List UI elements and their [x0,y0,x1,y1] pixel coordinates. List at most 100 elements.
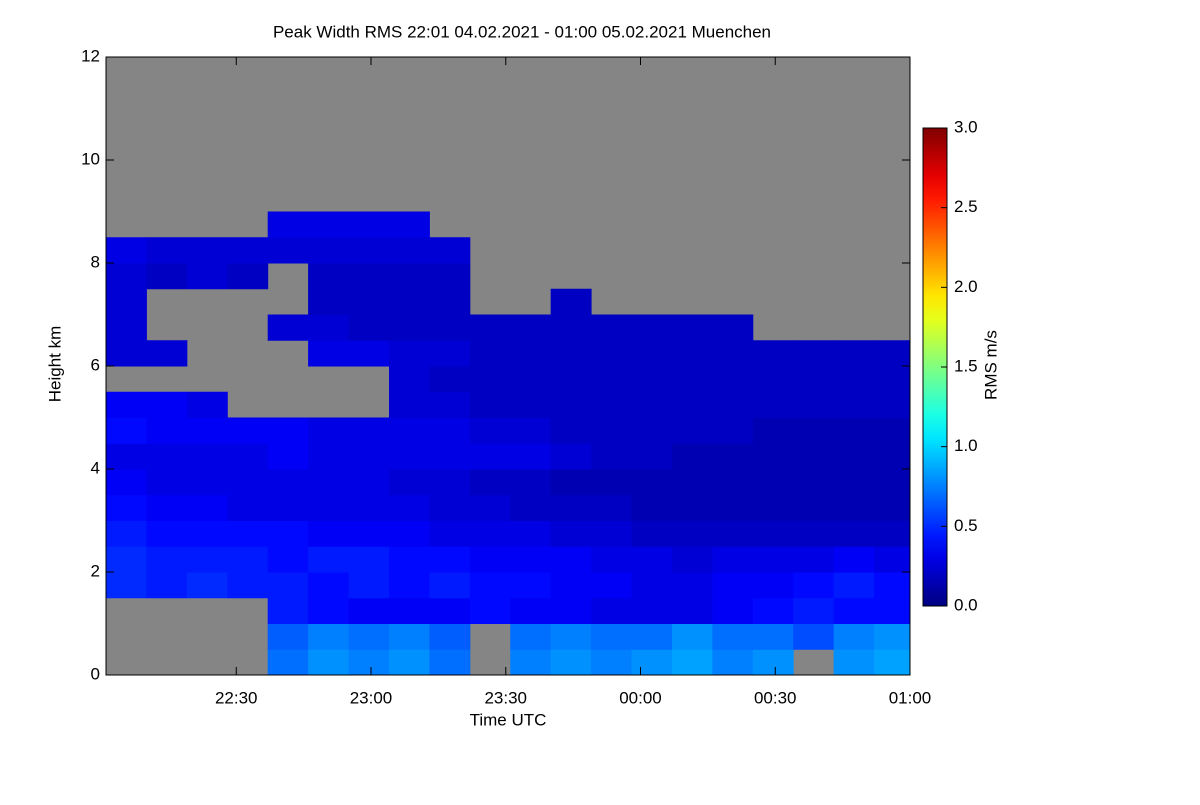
heatmap-cell [267,469,309,496]
heatmap-cell [874,546,911,573]
heatmap-cell [106,237,147,264]
heatmap-cell [874,469,911,496]
heatmap-cell [267,520,309,547]
heatmap-cell [833,391,875,418]
y-tick-label: 12 [81,46,100,65]
x-tick-label: 00:00 [619,688,662,707]
heatmap-cell [631,417,673,444]
heatmap-cell [591,443,633,470]
heatmap-cell [308,443,350,470]
heatmap-cell [146,469,188,496]
heatmap-cell [106,469,147,496]
heatmap-cell [469,546,511,573]
y-tick-label: 10 [81,149,100,168]
heatmap-cell [308,314,350,341]
heatmap-cell [267,597,309,624]
heatmap-cell [510,469,552,496]
heatmap-cell [752,443,794,470]
heatmap-cell [510,623,552,650]
heatmap-cell [752,597,794,624]
heatmap-cell [752,572,794,599]
heatmap-cell [833,546,875,573]
heatmap-cell [550,288,592,315]
heatmap-cell [348,520,390,547]
heatmap-cell [631,520,673,547]
heatmap-cell [348,546,390,573]
heatmap-cell [631,494,673,521]
heatmap-cell [267,546,309,573]
heatmap-cell [671,391,713,418]
heatmap-cell [388,649,430,676]
heatmap-cell [510,443,552,470]
heatmap-cell [348,443,390,470]
colorbar-tick-label: 0.0 [954,595,978,614]
heatmap-cell [308,263,350,290]
heatmap-cell [186,494,228,521]
heatmap-cell [752,366,794,393]
heatmap-cell [186,417,228,444]
colorbar-tick-label: 3.0 [954,117,978,136]
heatmap-cell [227,469,269,496]
heatmap-cell [429,443,471,470]
heatmap-cell [752,520,794,547]
heatmap-cell [388,520,430,547]
heatmap-cell [469,597,511,624]
heatmap-cell [631,623,673,650]
heatmap-cell [712,597,754,624]
heatmap-cell [267,494,309,521]
heatmap-cell [146,340,188,367]
heatmap-cell [388,417,430,444]
heatmap-cell [874,572,911,599]
heatmap-cell [631,314,673,341]
heatmap-cell [631,572,673,599]
y-tick-label: 8 [91,252,100,271]
heatmap-cell [752,649,794,676]
heatmap-cell [388,340,430,367]
heatmap-cell [146,443,188,470]
heatmap-cell [469,314,511,341]
heatmap-cell [429,263,471,290]
heatmap-cell [146,237,188,264]
heatmap-cell [833,597,875,624]
heatmap-cell [591,340,633,367]
heatmap-cell [388,263,430,290]
heatmap-cell [793,366,835,393]
heatmap-cell [308,469,350,496]
colorbar-tick-label: 0.5 [954,516,978,535]
heatmap-cell [429,649,471,676]
heatmap-cell [591,391,633,418]
y-tick-label: 0 [91,664,100,683]
heatmap-cell [227,417,269,444]
y-axis-label: Height km [45,326,64,403]
heatmap-cell [388,443,430,470]
heatmap-cell [671,546,713,573]
heatmap-cell [510,340,552,367]
heatmap-cell [550,340,592,367]
heatmap-cell [793,597,835,624]
heatmap-cell [671,649,713,676]
heatmap-cell [429,314,471,341]
heatmap-cell [671,417,713,444]
heatmap-cell [631,597,673,624]
heatmap-cell [833,494,875,521]
heatmap-cell [510,366,552,393]
heatmap-cell [429,546,471,573]
heatmap-cell [388,494,430,521]
heatmap-cell [671,469,713,496]
heatmap-cell [429,469,471,496]
heatmap-cell [510,417,552,444]
heatmap-cell [388,469,430,496]
heatmap-cell [874,340,911,367]
heatmap-cell [308,649,350,676]
heatmap-cell [833,469,875,496]
heatmap-cell [106,314,147,341]
heatmap-cell [793,494,835,521]
heatmap-cell [388,597,430,624]
heatmap-cell [106,288,147,315]
x-tick-label: 00:30 [754,688,797,707]
heatmap-cell [348,417,390,444]
heatmap-cell [186,469,228,496]
y-tick-label: 2 [91,561,100,580]
heatmap-cell [267,443,309,470]
heatmap-cell [550,623,592,650]
